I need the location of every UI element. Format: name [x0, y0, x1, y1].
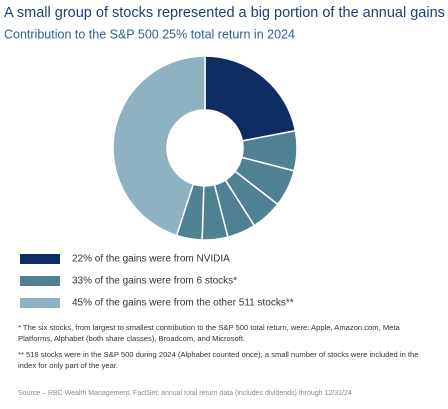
- legend-label: 22% of the gains were from NVIDIA: [72, 254, 230, 265]
- chart-subtitle: Contribution to the S&P 500 25% total re…: [4, 27, 295, 41]
- footnote: ** 518 stocks were in the S&P 500 during…: [18, 350, 418, 370]
- source: Source – RBC Wealth Management, FactSet;…: [18, 390, 352, 397]
- chart-title: A small group of stocks represented a bi…: [4, 5, 445, 21]
- legend-swatch: [20, 276, 60, 286]
- legend-swatch: [20, 298, 60, 308]
- legend-swatch: [20, 254, 60, 264]
- legend-label: 33% of the gains were from 6 stocks*: [72, 276, 237, 287]
- donut-segment: [112, 55, 206, 237]
- donut-segment: [204, 55, 297, 142]
- footnote: * The six stocks, from largest to smalle…: [18, 323, 400, 343]
- legend-label: 45% of the gains were from the other 511…: [72, 298, 294, 309]
